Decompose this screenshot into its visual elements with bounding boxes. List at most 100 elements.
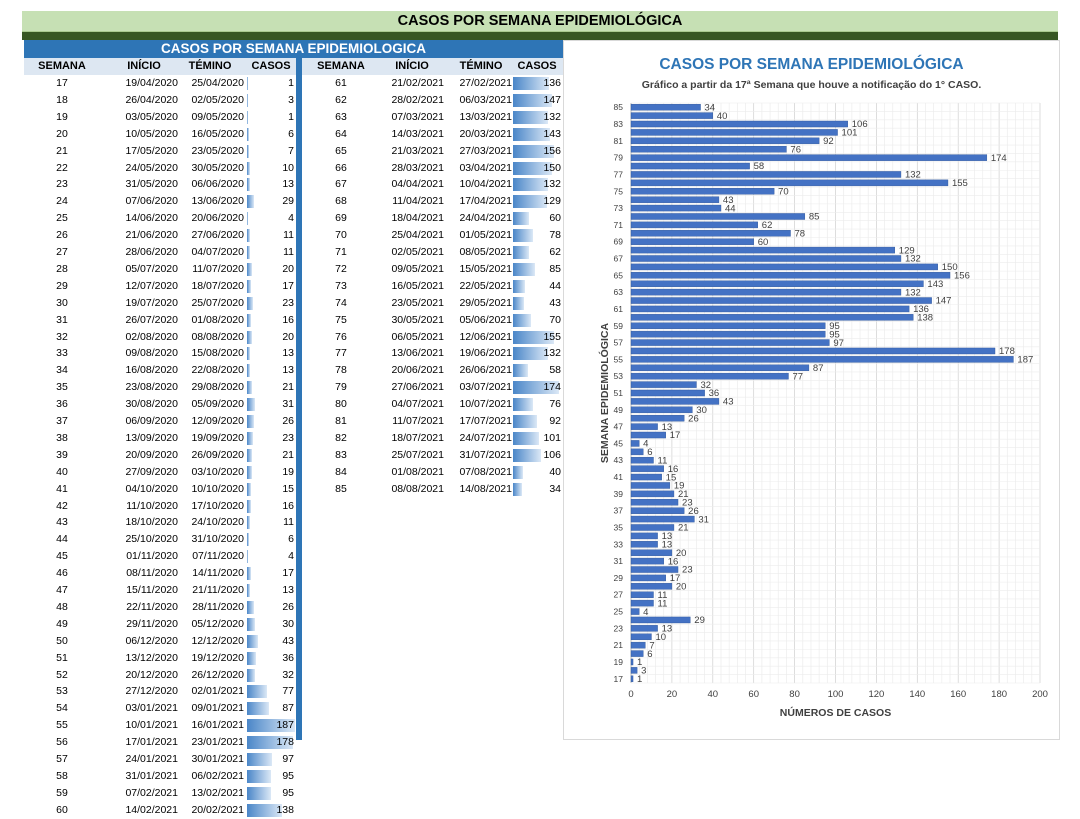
cell-semana: 68 [335,195,347,208]
cell-semana: 47 [56,584,68,596]
cell-semana: 39 [56,448,68,461]
table-row: 30 19/07/2020 25/07/2020 23 [24,295,296,312]
y-tick-label: 81 [614,136,624,146]
cell-inicio: 09/08/2020 [125,347,178,360]
table-row: 65 21/03/2021 27/03/2021 156 [302,143,563,160]
cases-value: 136 [543,77,561,89]
cell-semana: 61 [335,77,347,89]
cell-termino: 15/08/2020 [191,347,244,360]
x-axis-title: NÚMEROS DE CASOS [780,706,891,719]
cell-casos: 15 [246,481,296,498]
table-row: 26 21/06/2020 27/06/2020 11 [24,227,296,244]
cell-termino: 20/02/2021 [191,803,244,816]
bar-week-53 [630,372,789,380]
cell-termino: 21/11/2020 [192,584,244,596]
cell-semana: 75 [335,313,347,326]
cell-inicio: 20/09/2020 [125,448,178,461]
bar-week-50 [630,398,720,405]
cell-casos: 58 [512,362,563,379]
table-row: 17 19/04/2020 25/04/2020 1 [24,75,296,92]
bar-week-79 [630,154,988,161]
bar-week-27 [630,591,654,598]
cell-inicio: 01/08/2021 [391,465,444,478]
cell-inicio: 18/10/2020 [125,516,178,529]
cell-semana: 82 [335,431,347,444]
table-row: 44 25/10/2020 31/10/2020 6 [24,531,296,548]
bar-week-46 [630,431,666,439]
cell-casos: 13 [246,582,296,599]
table-row: 59 07/02/2021 13/02/2021 95 [24,785,296,802]
cell-inicio: 21/06/2020 [125,229,178,242]
bar-week-62 [630,297,932,304]
cases-value: 58 [549,364,561,377]
cell-termino: 15/05/2021 [459,262,512,275]
data-label: 132 [905,170,921,181]
cell-semana: 79 [335,381,347,394]
bar-week-66 [630,263,938,271]
x-tick-label: 180 [991,689,1007,700]
cell-semana: 60 [56,803,68,816]
cell-inicio: 11/04/2021 [392,195,444,208]
cases-value: 13 [282,347,294,360]
cell-semana: 54 [56,702,68,715]
table-row: 27 28/06/2020 04/07/2020 11 [24,244,296,261]
cell-casos: 43 [512,295,563,312]
cases-value: 44 [549,279,561,292]
cases-value: 92 [549,415,561,427]
cell-termino: 05/09/2020 [191,398,244,411]
data-label: 95 [829,329,840,340]
data-label: 10 [655,632,666,643]
cell-termino: 04/07/2020 [191,246,244,258]
cell-casos: 95 [246,768,296,785]
cases-databar [513,279,525,293]
cell-inicio: 04/10/2020 [125,482,178,495]
cell-semana: 45 [56,550,68,563]
table-row: 78 20/06/2021 26/06/2021 58 [302,362,563,379]
cell-termino: 13/03/2021 [459,110,512,123]
cases-databar [247,93,248,107]
bar-week-76 [630,179,949,187]
cases-databar [247,246,250,259]
cell-semana: 74 [335,296,347,309]
y-tick-label: 71 [614,220,624,230]
data-label: 36 [709,388,720,399]
cases-value: 43 [549,296,561,309]
table-row: 34 16/08/2020 22/08/2020 13 [24,362,296,379]
cases-databar [513,465,524,479]
cell-inicio: 17/01/2021 [125,736,178,749]
cell-inicio: 23/08/2020 [125,381,178,394]
cell-inicio: 10/05/2020 [125,127,178,140]
table-row: 42 11/10/2020 17/10/2020 16 [24,498,296,515]
cases-value: 129 [543,195,561,208]
cell-semana: 19 [56,110,68,123]
cell-casos: 132 [512,109,563,126]
data-label: 30 [696,405,707,416]
cell-termino: 06/03/2021 [459,93,512,106]
data-label: 11 [657,598,667,609]
table-row: 56 17/01/2021 23/01/2021 178 [24,734,296,751]
cases-databar [247,516,250,530]
cases-databar [247,431,253,445]
cases-value: 1 [288,110,294,123]
bar-week-55 [630,356,1014,363]
cell-termino: 20/06/2020 [191,212,244,225]
cases-value: 21 [282,381,294,394]
cell-termino: 19/06/2021 [459,347,512,360]
cases-databar [513,296,525,310]
cell-termino: 10/04/2021 [459,178,512,191]
table-row: 25 14/06/2020 20/06/2020 4 [24,210,296,227]
data-label: 20 [676,548,687,559]
data-label: 87 [813,363,824,374]
data-label: 106 [852,119,868,130]
cell-casos: 36 [246,650,296,667]
table-row: 68 11/04/2021 17/04/2021 129 [302,193,563,210]
cell-semana: 30 [56,296,68,309]
cases-value: 4 [288,550,294,563]
cases-databar [513,212,529,226]
bar-week-21 [630,641,646,649]
bar-week-75 [630,188,775,195]
bar-week-83 [630,120,848,128]
bar-week-69 [630,238,754,245]
cell-casos: 132 [512,176,563,193]
cell-inicio: 10/01/2021 [125,719,178,732]
